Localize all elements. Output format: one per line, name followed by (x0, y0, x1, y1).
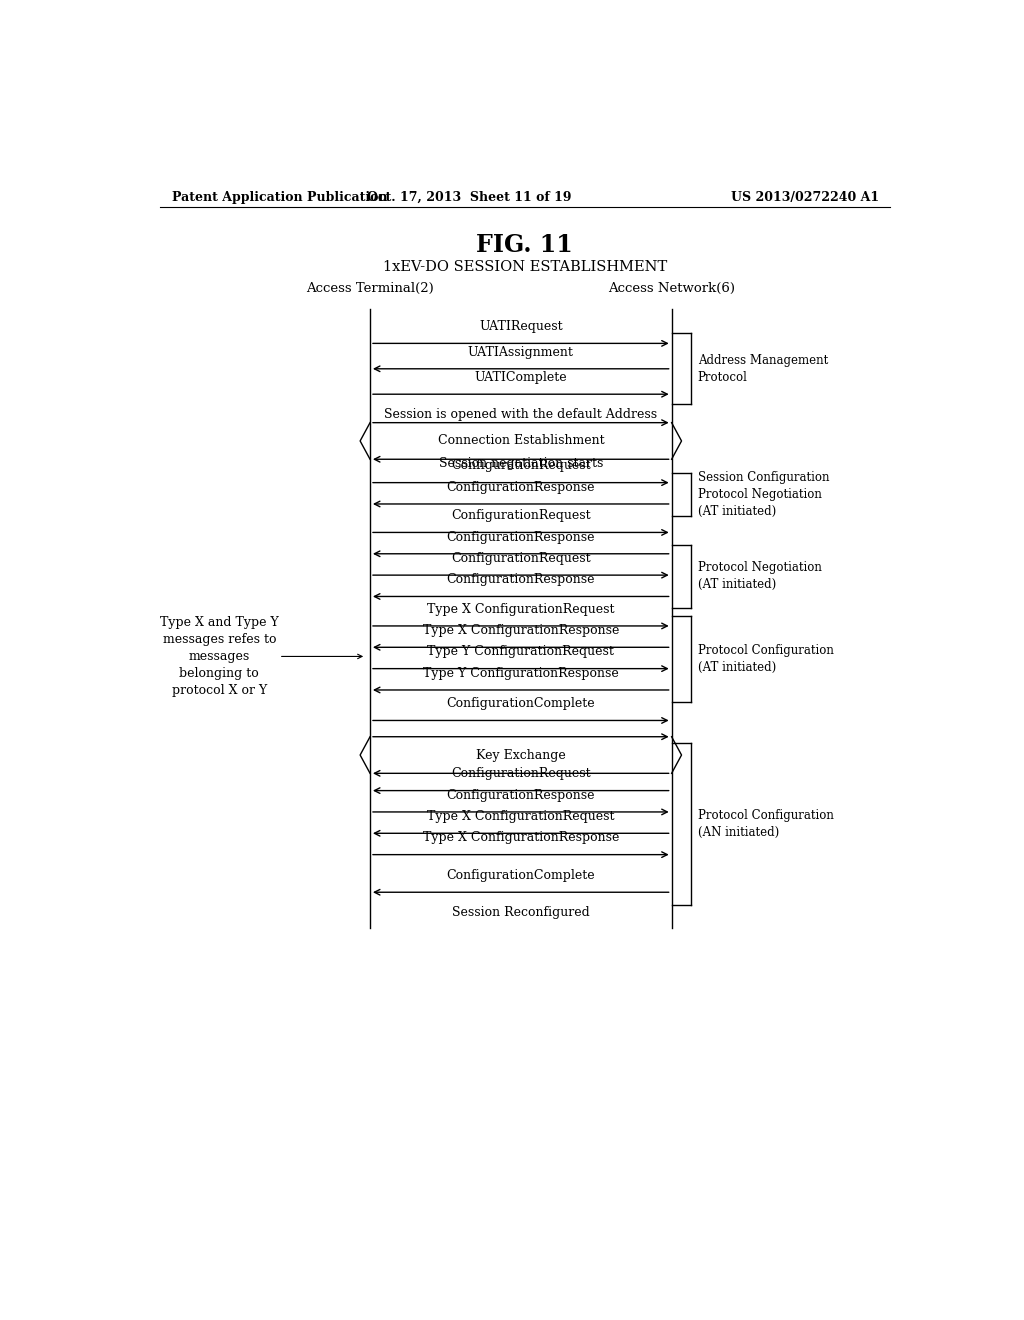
Text: Type X ConfigurationResponse: Type X ConfigurationResponse (423, 624, 620, 638)
Text: UATIRequest: UATIRequest (479, 321, 562, 333)
Text: UATIComplete: UATIComplete (474, 371, 567, 384)
Text: Session Configuration
Protocol Negotiation
(AT initiated): Session Configuration Protocol Negotiati… (697, 471, 829, 519)
Text: Protocol Configuration
(AT initiated): Protocol Configuration (AT initiated) (697, 644, 834, 675)
Text: FIG. 11: FIG. 11 (476, 232, 573, 257)
Text: Session is opened with the default Address: Session is opened with the default Addre… (384, 408, 657, 421)
Text: ConfigurationRequest: ConfigurationRequest (451, 552, 591, 565)
Text: Type X ConfigurationRequest: Type X ConfigurationRequest (427, 810, 614, 824)
Text: ConfigurationRequest: ConfigurationRequest (451, 459, 591, 473)
Text: ConfigurationComplete: ConfigurationComplete (446, 869, 595, 882)
Text: Type Y ConfigurationRequest: Type Y ConfigurationRequest (427, 645, 614, 659)
Text: Type X ConfigurationResponse: Type X ConfigurationResponse (423, 832, 620, 845)
Text: UATIAssignment: UATIAssignment (468, 346, 573, 359)
Text: Type Y ConfigurationResponse: Type Y ConfigurationResponse (423, 667, 618, 680)
Text: Key Exchange: Key Exchange (476, 748, 565, 762)
Text: Oct. 17, 2013  Sheet 11 of 19: Oct. 17, 2013 Sheet 11 of 19 (367, 190, 571, 203)
Text: Access Network(6): Access Network(6) (608, 282, 735, 294)
Text: Protocol Negotiation
(AT initiated): Protocol Negotiation (AT initiated) (697, 561, 821, 591)
Text: Session negatiation starts: Session negatiation starts (438, 457, 603, 470)
Text: Type X ConfigurationRequest: Type X ConfigurationRequest (427, 603, 614, 615)
Text: Session Reconfigured: Session Reconfigured (452, 906, 590, 919)
Text: Access Terminal(2): Access Terminal(2) (306, 282, 434, 294)
Text: ConfigurationRequest: ConfigurationRequest (451, 767, 591, 780)
Text: ConfigurationRequest: ConfigurationRequest (451, 510, 591, 523)
Text: ConfigurationComplete: ConfigurationComplete (446, 697, 595, 710)
Text: 1xEV-DO SESSION ESTABLISHMENT: 1xEV-DO SESSION ESTABLISHMENT (383, 260, 667, 275)
Text: Patent Application Publication: Patent Application Publication (172, 190, 387, 203)
Text: Type X and Type Y
messages refes to
messages
belonging to
protocol X or Y: Type X and Type Y messages refes to mess… (160, 616, 279, 697)
Text: Connection Establishment: Connection Establishment (437, 434, 604, 447)
Text: ConfigurationResponse: ConfigurationResponse (446, 573, 595, 586)
Text: ConfigurationResponse: ConfigurationResponse (446, 531, 595, 544)
Text: ConfigurationResponse: ConfigurationResponse (446, 789, 595, 801)
Text: US 2013/0272240 A1: US 2013/0272240 A1 (731, 190, 880, 203)
Text: Protocol Configuration
(AN initiated): Protocol Configuration (AN initiated) (697, 809, 834, 840)
Text: Address Management
Protocol: Address Management Protocol (697, 354, 828, 384)
Text: ConfigurationResponse: ConfigurationResponse (446, 480, 595, 494)
